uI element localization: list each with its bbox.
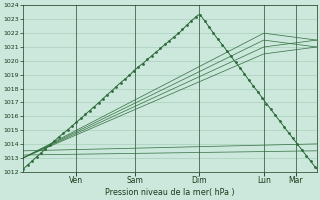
X-axis label: Pression niveau de la mer( hPa ): Pression niveau de la mer( hPa ) (105, 188, 235, 197)
